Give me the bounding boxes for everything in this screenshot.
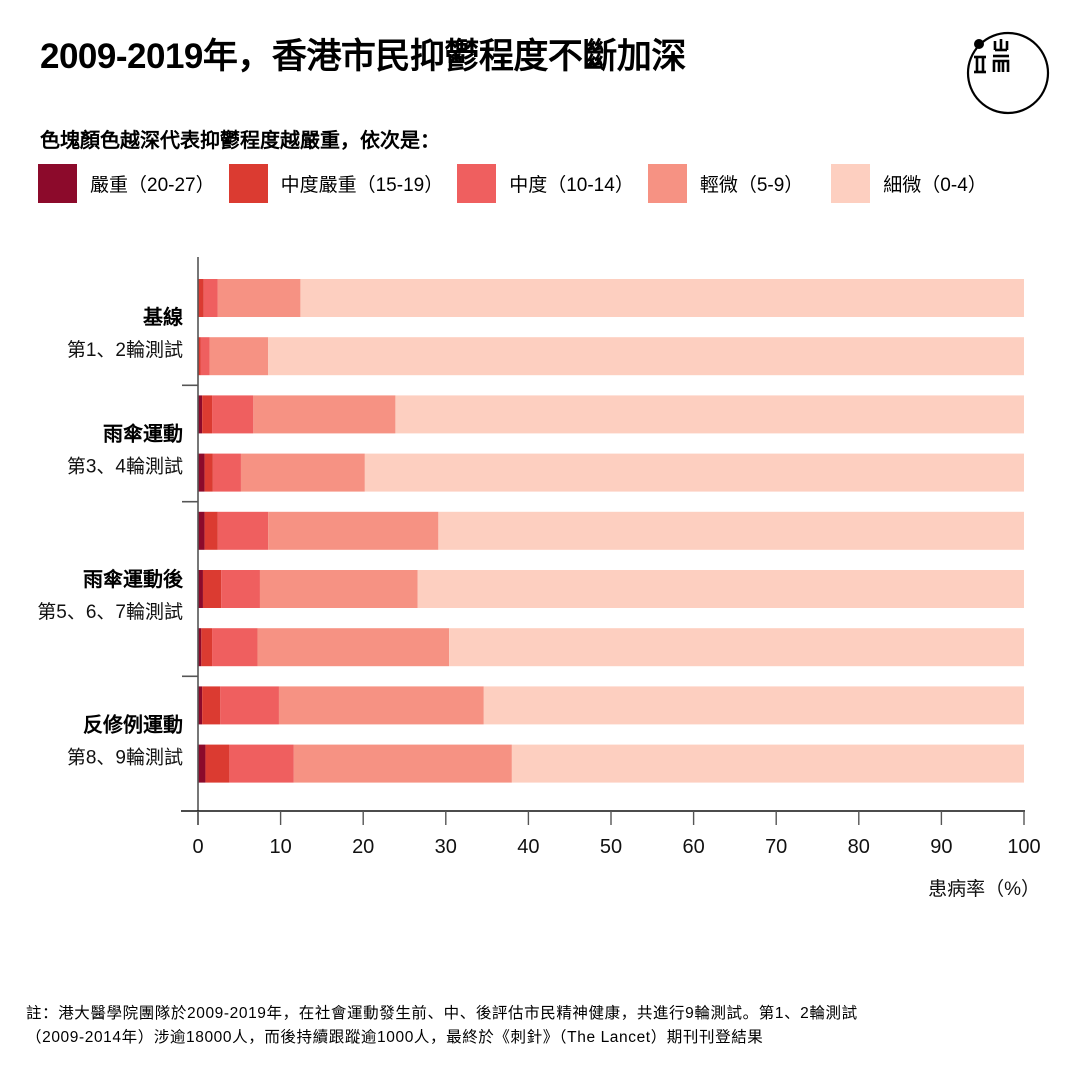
bar-segment	[438, 511, 1025, 550]
bar-segment	[202, 570, 222, 608]
bar-segment	[198, 279, 204, 317]
bar-segment	[198, 744, 206, 783]
bar-segment	[198, 686, 203, 725]
bar-segment	[198, 570, 203, 608]
bar-segment	[229, 744, 294, 783]
bar-segment	[204, 453, 213, 492]
bar-segment	[212, 453, 241, 492]
legend-item-minimal: 細微（0-4）	[831, 163, 987, 203]
group-label: 基線	[143, 305, 183, 329]
bar-segment	[217, 279, 301, 317]
legend-swatch-minimal	[831, 163, 871, 203]
bar-segment	[417, 570, 1024, 608]
bar-segment	[449, 628, 1024, 667]
group-sublabel: 第1、2輪測試	[67, 339, 183, 361]
legend-description: 色塊顏色越深代表抑鬱程度越嚴重，依次是：	[40, 130, 440, 152]
bar-segment	[221, 570, 260, 608]
bar-segment	[198, 453, 205, 492]
bar-segment	[483, 686, 1024, 725]
bar-segment	[300, 279, 1024, 317]
footnote: 註：港大醫學院團隊於2009-2019年，在社會運動發生前、中、後評估市民精神健…	[26, 1002, 858, 1050]
x-tick-label: 70	[765, 836, 787, 858]
bar-segment	[200, 337, 210, 376]
bar-segment	[198, 511, 205, 550]
bar-segment	[212, 395, 254, 434]
bar-segment	[253, 395, 396, 434]
legend-item-mild: 輕微（5-9）	[647, 163, 804, 203]
bar-segment	[217, 511, 269, 550]
legend-label: 細微（0-4）	[883, 174, 987, 196]
legend-swatch-mild	[647, 163, 687, 203]
bar-segment	[198, 337, 201, 376]
x-tick-label: 10	[269, 836, 291, 858]
bar-segment	[205, 744, 230, 783]
x-tick-label: 90	[930, 836, 952, 858]
bar-segment	[257, 628, 450, 667]
legend-swatch-moderately-severe	[228, 163, 268, 203]
bar-segment	[202, 395, 213, 434]
bar-segment	[293, 744, 512, 783]
group-label: 雨傘運動	[103, 422, 183, 446]
x-tick-label: 100	[1007, 836, 1040, 858]
group-label: 雨傘運動後	[83, 567, 184, 591]
bar-segment	[220, 686, 279, 725]
legend-label: 嚴重（20-27）	[90, 174, 215, 196]
group-sublabel: 第8、9輪測試	[67, 747, 183, 769]
bar-segment	[201, 628, 213, 667]
bar-segment	[202, 686, 221, 725]
x-tick-label: 20	[352, 836, 374, 858]
x-tick-label: 30	[435, 836, 457, 858]
group-label: 反修例運動	[83, 713, 183, 737]
bar-segment	[511, 744, 1024, 783]
bar-segment	[240, 453, 365, 492]
legend-item-severe: 嚴重（20-27）	[38, 163, 215, 203]
legend-label: 中度（10-14）	[509, 174, 634, 196]
bar-segment	[364, 453, 1024, 492]
legend-swatch-severe	[38, 163, 77, 203]
stacked-bar-chart: 0 10 20 30 40 50 60 70 80 90 100 患病率（%） 基線第1、2輪測試雨傘運…	[37, 257, 1041, 900]
group-sublabel: 第5、6、7輪測試	[37, 601, 183, 623]
bar-segment	[209, 337, 269, 376]
bar-segment	[259, 570, 418, 608]
legend-label: 輕微（5-9）	[699, 174, 804, 196]
footnote-line-1: 註：港大醫學院團隊於2009-2019年，在社會運動發生前、中、後評估市民精神健…	[26, 1005, 858, 1022]
bar-segment	[278, 686, 484, 725]
x-tick-label: 40	[517, 836, 539, 858]
legend-swatch-moderate	[457, 163, 497, 203]
group-sublabel: 第3、4輪測試	[67, 456, 183, 478]
x-tick-label: 50	[600, 836, 622, 858]
legend: 嚴重（20-27） 中度嚴重（15-19） 中度（10-14） 輕微（5-9） …	[38, 163, 997, 203]
legend-label: 中度嚴重（15-19）	[280, 174, 444, 196]
bar-segment	[268, 511, 439, 550]
x-tick-label: 0	[192, 836, 203, 858]
bar-segment	[212, 628, 258, 667]
bar-segment	[203, 279, 218, 317]
x-tick-label: 80	[848, 836, 870, 858]
footnote-line-2: （2009-2014年）涉逾18000人，而後持續跟蹤逾1000人，最終於《刺針…	[26, 1029, 764, 1046]
bar-segment	[204, 511, 218, 550]
x-tick-label: 60	[682, 836, 704, 858]
bar-segment	[268, 337, 1025, 376]
page-title: 2009-2019年，香港市民抑鬱程度不斷加深	[40, 37, 686, 76]
bar-segment	[395, 395, 1024, 434]
legend-item-moderate: 中度（10-14）	[457, 163, 634, 203]
bar-segment	[198, 628, 202, 667]
legend-item-moderately-severe: 中度嚴重（15-19）	[228, 163, 444, 203]
x-axis-title: 患病率（%）	[928, 878, 1040, 900]
initium-logo-icon	[966, 31, 1050, 115]
bar-segment	[198, 395, 203, 434]
